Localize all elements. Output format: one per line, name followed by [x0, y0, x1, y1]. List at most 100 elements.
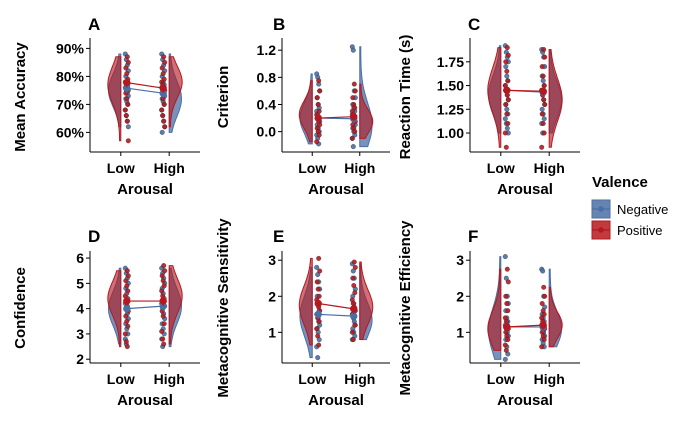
- point-positive: [504, 45, 510, 51]
- point-positive: [504, 68, 510, 74]
- point-positive: [541, 97, 547, 103]
- point-positive: [505, 97, 511, 103]
- y-axis-title: Mean Accuracy: [12, 42, 29, 152]
- violin-positive-high: [359, 261, 374, 341]
- point-positive: [352, 129, 358, 135]
- y-tick-label: 0.0: [257, 124, 277, 140]
- point-positive: [122, 107, 128, 113]
- point-positive: [159, 65, 165, 71]
- y-tick-label: 2: [76, 351, 84, 367]
- legend-item-negative: Negative: [591, 199, 668, 219]
- y-tick-label: 1.25: [437, 101, 464, 117]
- point-positive: [124, 96, 130, 102]
- y-tick-label: 6: [76, 250, 84, 266]
- point-positive: [314, 95, 320, 101]
- mean-line-positive: [126, 81, 164, 89]
- point-positive: [503, 59, 509, 65]
- point-positive: [502, 130, 508, 136]
- point-negative: [504, 73, 510, 79]
- point-negative: [503, 64, 509, 70]
- point-positive: [123, 278, 129, 284]
- x-tick-label: High: [534, 371, 565, 387]
- point-positive: [503, 144, 509, 150]
- x-axis-title: Arousal: [117, 392, 173, 409]
- point-positive: [161, 321, 167, 327]
- y-axis-title: Metacognitive Sensitivity: [215, 218, 232, 398]
- point-positive: [539, 64, 545, 70]
- point-positive: [505, 279, 511, 285]
- x-tick-label: High: [344, 371, 375, 387]
- point-positive: [352, 290, 358, 296]
- point-positive: [315, 333, 321, 339]
- point-positive: [540, 73, 546, 79]
- y-axis-title: Metacognitive Efficiency: [397, 220, 414, 396]
- point-positive: [351, 81, 357, 87]
- point-positive: [542, 54, 548, 60]
- point-positive: [539, 344, 545, 350]
- y-tick-label: 0.8: [257, 69, 277, 85]
- point-positive: [162, 59, 168, 65]
- mean-point-positive: [123, 297, 131, 305]
- point-positive: [505, 52, 511, 58]
- point-positive: [352, 264, 358, 270]
- point-positive: [314, 279, 320, 285]
- point-positive: [125, 273, 131, 279]
- point-positive: [504, 111, 510, 117]
- point-positive: [159, 273, 165, 279]
- mean-line-negative: [126, 305, 164, 310]
- mean-point-positive: [503, 86, 511, 95]
- point-positive: [541, 130, 547, 136]
- mean-point-positive: [350, 113, 358, 121]
- point-positive: [124, 118, 130, 124]
- point-negative: [504, 125, 510, 131]
- x-tick-label: High: [534, 160, 565, 176]
- point-negative: [159, 129, 165, 135]
- point-positive: [159, 288, 165, 294]
- x-tick-label: Low: [487, 371, 515, 387]
- y-tick-label: 1.75: [437, 54, 464, 70]
- point-positive: [125, 101, 131, 107]
- legend-swatch-point: [598, 227, 604, 233]
- legend-label: Negative: [617, 202, 668, 217]
- panel-label: F: [468, 227, 478, 246]
- y-tick-label: 1: [456, 324, 464, 340]
- y-tick-label: 2: [456, 288, 464, 304]
- panel-label: C: [468, 15, 480, 34]
- point-positive: [161, 341, 167, 347]
- violin-positive-high: [168, 265, 183, 345]
- violin-positive-low: [107, 56, 122, 142]
- mean-point-positive: [159, 84, 167, 92]
- y-tick-label: 3: [456, 252, 464, 268]
- point-positive: [125, 288, 131, 294]
- point-positive: [124, 54, 130, 60]
- point-positive: [352, 105, 358, 111]
- y-tick-label: 3: [76, 326, 84, 342]
- y-tick-label: 5: [76, 275, 84, 291]
- point-positive: [503, 102, 509, 107]
- y-tick-label: 80%: [56, 68, 85, 84]
- mean-line-positive: [506, 324, 544, 328]
- point-positive: [124, 283, 130, 289]
- violin-positive-low: [298, 257, 313, 346]
- y-tick-label: 1.00: [437, 125, 464, 141]
- point-negative: [502, 356, 508, 362]
- point-positive: [351, 259, 357, 265]
- mean-point-positive: [314, 299, 322, 308]
- point-positive: [541, 284, 547, 290]
- point-positive: [316, 78, 322, 84]
- panel-d: 2 3 4 5 6 Low High Arousal Confidence D: [12, 227, 200, 409]
- panel-c: 1.00 1.25 1.50 1.75 Low High Arousal Reaction T…: [397, 15, 580, 198]
- point-positive: [352, 322, 358, 328]
- x-tick-label: High: [344, 160, 375, 176]
- point-negative: [540, 78, 546, 84]
- violin-positive-high: [548, 286, 563, 348]
- y-tick-label: 2: [268, 288, 276, 304]
- point-negative: [502, 116, 508, 122]
- point-positive: [159, 107, 165, 113]
- mean-line-positive: [318, 302, 354, 310]
- panel-label: E: [273, 227, 284, 246]
- mean-line-negative: [126, 87, 164, 94]
- point-negative: [504, 106, 510, 112]
- point-negative: [315, 355, 321, 361]
